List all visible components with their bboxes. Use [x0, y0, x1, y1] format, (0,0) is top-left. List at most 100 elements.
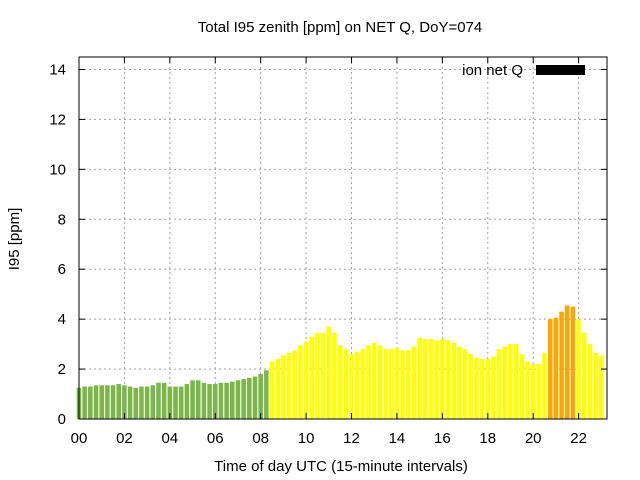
bar — [457, 346, 462, 419]
x-tick-label: 12 — [343, 430, 360, 447]
x-tick-label: 08 — [252, 430, 269, 447]
bar — [582, 332, 587, 419]
bar — [133, 387, 139, 419]
bar — [508, 344, 513, 419]
bar — [513, 344, 519, 419]
bar — [576, 319, 581, 419]
bar — [332, 332, 337, 419]
bar — [320, 332, 326, 419]
bar — [201, 382, 207, 419]
bar — [116, 384, 122, 419]
bar — [156, 382, 161, 419]
bar — [252, 376, 258, 419]
bar — [423, 339, 428, 419]
bar — [468, 354, 474, 419]
bar — [161, 382, 167, 419]
x-tick-label: 20 — [525, 430, 542, 447]
bar — [195, 380, 201, 419]
bar — [525, 361, 530, 419]
x-tick-label: 22 — [570, 430, 587, 447]
plot-frame — [78, 56, 608, 420]
x-tick-label: 02 — [116, 430, 133, 447]
bar — [400, 350, 405, 419]
y-tick-label: 4 — [58, 311, 66, 328]
bar — [417, 337, 422, 419]
y-tick-label: 8 — [58, 211, 66, 228]
bar — [82, 386, 87, 419]
x-tick-label: 00 — [71, 430, 88, 447]
bar — [298, 345, 303, 419]
chart-title: Total I95 zenith [ppm] on NET Q, DoY=074 — [198, 19, 482, 36]
bar — [110, 385, 116, 419]
bar — [383, 349, 388, 419]
bar — [281, 355, 286, 419]
x-tick-label: 18 — [479, 430, 496, 447]
bar — [173, 386, 178, 419]
y-tick-label: 2 — [58, 361, 66, 378]
y-tick-label: 10 — [49, 161, 66, 178]
y-tick-label: 0 — [58, 411, 66, 428]
bar — [224, 382, 229, 419]
bar — [122, 385, 127, 419]
bar — [303, 341, 309, 419]
bar — [502, 346, 508, 419]
bar — [105, 385, 110, 419]
legend-swatch — [536, 65, 585, 75]
bar — [360, 349, 366, 419]
bar — [337, 345, 343, 419]
bar — [542, 352, 547, 419]
bar — [184, 384, 190, 419]
bar — [264, 370, 269, 419]
x-tick-label: 14 — [389, 430, 406, 447]
bar — [462, 349, 468, 419]
bar — [190, 380, 195, 419]
bar — [388, 349, 394, 419]
bar — [127, 386, 133, 419]
x-tick-label: 10 — [298, 430, 315, 447]
bar — [440, 339, 445, 419]
legend: ion net Q — [462, 62, 585, 79]
bar — [315, 332, 320, 419]
bar — [451, 342, 456, 419]
bar — [349, 354, 354, 419]
bar — [178, 386, 184, 419]
bar — [587, 344, 593, 419]
bar — [428, 339, 434, 419]
bar — [536, 364, 542, 419]
bar — [218, 382, 224, 419]
bar — [88, 386, 93, 419]
bar — [570, 306, 576, 419]
bar — [139, 386, 144, 419]
bar — [144, 386, 150, 419]
bar — [377, 345, 383, 419]
bar — [479, 359, 485, 419]
bar — [343, 349, 349, 419]
bar — [599, 355, 604, 419]
bar — [547, 319, 553, 419]
bar — [559, 311, 564, 419]
bar — [519, 354, 525, 419]
bar — [496, 349, 502, 419]
bar — [207, 384, 212, 419]
bar — [434, 340, 439, 419]
y-axis-label: I95 [ppm] — [6, 208, 23, 271]
bar — [394, 347, 400, 419]
bar — [491, 356, 496, 419]
bar — [269, 361, 275, 419]
bars — [76, 305, 604, 419]
bar — [406, 350, 411, 419]
bar — [167, 386, 173, 419]
bar — [93, 385, 99, 419]
bar — [445, 340, 451, 419]
y-tick-label: 14 — [49, 61, 66, 78]
bar — [212, 384, 218, 419]
bar — [150, 385, 156, 419]
bar — [309, 336, 315, 419]
bar — [366, 345, 371, 419]
x-tick-label: 06 — [207, 430, 224, 447]
bar — [564, 305, 570, 419]
bar — [241, 379, 246, 419]
bar — [485, 359, 491, 419]
